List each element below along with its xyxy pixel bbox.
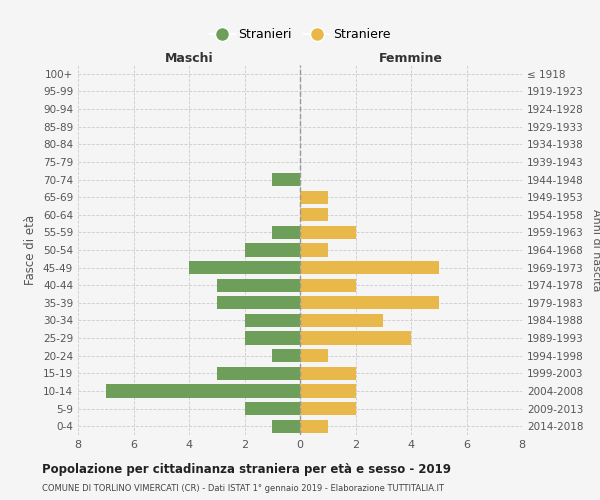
Bar <box>300 261 439 274</box>
Bar <box>300 278 355 292</box>
Bar <box>300 366 355 380</box>
Bar <box>106 384 300 398</box>
Bar <box>272 173 300 186</box>
Bar <box>245 402 300 415</box>
Bar <box>300 384 355 398</box>
Bar <box>245 244 300 256</box>
Bar <box>272 420 300 433</box>
Bar <box>217 366 300 380</box>
Text: Popolazione per cittadinanza straniera per età e sesso - 2019: Popolazione per cittadinanza straniera p… <box>42 462 451 475</box>
Bar <box>300 314 383 327</box>
Text: COMUNE DI TORLINO VIMERCATI (CR) - Dati ISTAT 1° gennaio 2019 - Elaborazione TUT: COMUNE DI TORLINO VIMERCATI (CR) - Dati … <box>42 484 444 493</box>
Bar <box>300 402 355 415</box>
Legend: Stranieri, Straniere: Stranieri, Straniere <box>205 23 395 46</box>
Bar <box>189 261 300 274</box>
Bar <box>300 332 411 344</box>
Bar <box>300 208 328 222</box>
Text: Maschi: Maschi <box>164 52 214 65</box>
Bar <box>217 278 300 292</box>
Text: Femmine: Femmine <box>379 52 443 65</box>
Bar <box>300 244 328 256</box>
Bar <box>272 349 300 362</box>
Y-axis label: Anni di nascita: Anni di nascita <box>590 209 600 291</box>
Y-axis label: Fasce di età: Fasce di età <box>25 215 37 285</box>
Bar <box>300 349 328 362</box>
Bar <box>217 296 300 310</box>
Bar <box>245 314 300 327</box>
Bar <box>272 226 300 239</box>
Bar <box>300 296 439 310</box>
Bar <box>300 190 328 204</box>
Bar <box>300 420 328 433</box>
Bar <box>245 332 300 344</box>
Bar <box>300 226 355 239</box>
